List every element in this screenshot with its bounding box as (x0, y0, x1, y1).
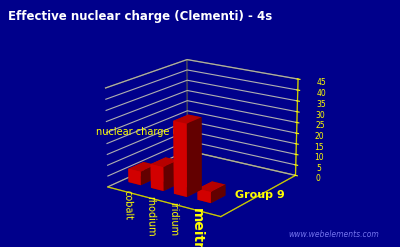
Text: www.webelements.com: www.webelements.com (288, 230, 379, 239)
Text: nuclear charge units: nuclear charge units (96, 127, 197, 137)
Text: Group 9: Group 9 (235, 190, 284, 200)
Text: Effective nuclear charge (Clementi) - 4s: Effective nuclear charge (Clementi) - 4s (8, 10, 272, 23)
